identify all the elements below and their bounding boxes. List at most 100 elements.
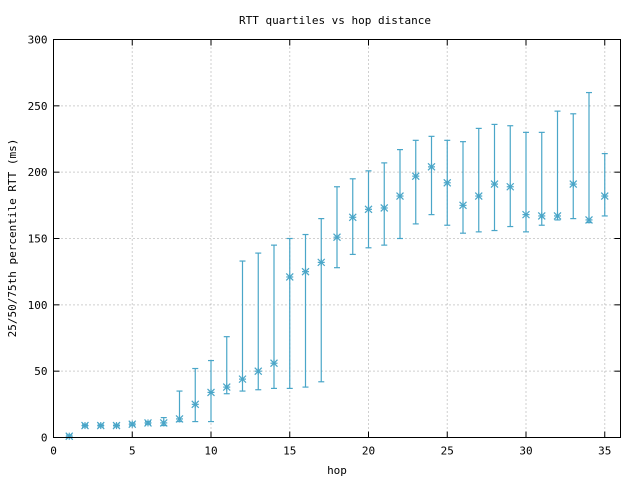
quartile-point xyxy=(490,123,499,232)
median-marker-d2 xyxy=(301,267,310,276)
y-tick-label: 0 xyxy=(41,432,48,445)
median-marker xyxy=(254,367,263,376)
median-marker-d2 xyxy=(443,178,452,187)
quartile-point xyxy=(364,170,373,249)
x-tick-label: 5 xyxy=(129,445,136,458)
quartile-point xyxy=(65,432,74,441)
quartile-point xyxy=(270,244,278,390)
median-marker xyxy=(65,432,74,441)
median-marker-d2 xyxy=(380,204,389,212)
chart-title: RTT quartiles vs hop distance xyxy=(239,14,431,27)
y-tick-label: 200 xyxy=(28,166,48,179)
quartile-point xyxy=(506,125,515,228)
median-marker xyxy=(317,258,326,267)
median-marker xyxy=(348,213,357,222)
median-marker xyxy=(81,421,89,430)
quartile-point xyxy=(348,178,357,256)
median-marker xyxy=(443,178,452,187)
median-marker-d2 xyxy=(348,213,357,222)
median-marker xyxy=(333,233,341,242)
median-marker xyxy=(159,418,168,427)
y-tick-label: 100 xyxy=(28,299,48,312)
median-marker xyxy=(585,216,593,224)
median-marker xyxy=(459,201,467,210)
median-marker xyxy=(474,192,483,200)
median-marker-d2 xyxy=(96,421,105,430)
x-tick-label: 10 xyxy=(204,445,217,458)
quartile-point xyxy=(474,127,483,233)
median-marker xyxy=(380,204,389,212)
quartile-point xyxy=(285,237,294,390)
x-axis-label: hop xyxy=(327,464,347,477)
median-marker xyxy=(364,205,373,214)
quartile-point xyxy=(396,149,404,240)
x-tick-label: 25 xyxy=(441,445,454,458)
median-marker-d2 xyxy=(364,205,373,214)
median-marker-d2 xyxy=(175,415,184,423)
x-tick-label: 0 xyxy=(50,445,57,458)
median-marker xyxy=(175,415,184,423)
quartile-point xyxy=(569,113,578,220)
x-tick-label: 20 xyxy=(362,445,375,458)
median-marker xyxy=(522,210,530,219)
median-marker xyxy=(600,192,609,200)
y-tick-label: 150 xyxy=(28,233,48,246)
median-marker-d2 xyxy=(112,421,121,430)
quartile-point xyxy=(128,420,137,429)
median-marker-d2 xyxy=(81,421,89,430)
quartile-point xyxy=(443,139,452,226)
x-tick-label: 15 xyxy=(283,445,296,458)
median-marker-d2 xyxy=(569,180,578,189)
quartile-point xyxy=(317,218,326,383)
median-marker xyxy=(207,388,215,397)
median-marker-d2 xyxy=(600,192,609,200)
median-marker xyxy=(537,212,546,220)
quartile-point xyxy=(175,390,184,423)
data-layer xyxy=(65,91,609,441)
median-marker xyxy=(506,182,515,191)
median-marker xyxy=(427,162,436,171)
median-marker-d2 xyxy=(490,180,499,189)
y-axis-label: 25/50/75th percentile RTT (ms) xyxy=(6,139,19,338)
median-marker xyxy=(270,359,278,368)
y-tick-label: 300 xyxy=(28,34,48,47)
median-marker-d2 xyxy=(537,212,546,220)
median-marker-d2 xyxy=(459,201,467,210)
median-marker xyxy=(396,192,404,200)
median-marker-d2 xyxy=(333,233,341,242)
quartile-point xyxy=(427,135,436,216)
median-marker-d2 xyxy=(191,400,200,409)
median-marker-d2 xyxy=(553,212,562,220)
quartile-point xyxy=(459,141,467,234)
quartile-point xyxy=(81,421,89,430)
median-marker-d2 xyxy=(427,162,436,171)
median-marker-d2 xyxy=(144,418,152,427)
median-marker-d2 xyxy=(207,388,215,397)
quartile-point xyxy=(159,417,168,427)
x-tick-label: 35 xyxy=(598,445,611,458)
x-tick-label: 30 xyxy=(519,445,532,458)
quartile-point xyxy=(112,421,121,430)
median-marker-d2 xyxy=(238,375,247,384)
median-marker-d2 xyxy=(285,273,294,281)
quartile-point xyxy=(522,131,530,233)
median-marker xyxy=(191,400,200,409)
median-marker-d2 xyxy=(254,367,263,376)
tick-layer: 0 5 10 15 20 25 30 35 0 50 100 150 200 250 300 xyxy=(28,34,621,458)
quartile-point xyxy=(553,110,562,221)
median-marker xyxy=(490,180,499,189)
median-marker-d2 xyxy=(474,192,483,200)
median-marker xyxy=(112,421,121,430)
quartile-point xyxy=(191,367,200,423)
median-marker-d2 xyxy=(522,210,530,219)
median-marker xyxy=(569,180,578,189)
quartile-point xyxy=(537,131,546,226)
quartile-point xyxy=(238,260,247,392)
median-marker-d2 xyxy=(270,359,278,368)
quartile-point xyxy=(144,418,152,427)
quartile-point xyxy=(333,186,341,269)
median-marker xyxy=(238,375,247,384)
quartile-point xyxy=(585,91,593,224)
median-marker xyxy=(411,172,420,181)
